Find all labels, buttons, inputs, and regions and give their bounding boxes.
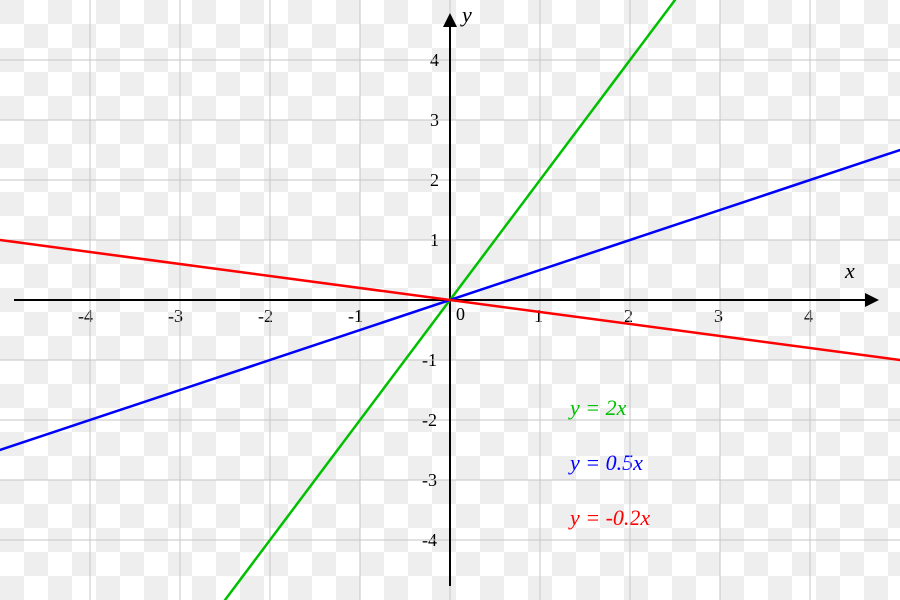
line-plot — [0, 0, 900, 600]
chart-canvas: -4-3-2-101234-4-3-2-11234 x y y = 2xy = … — [0, 0, 900, 600]
